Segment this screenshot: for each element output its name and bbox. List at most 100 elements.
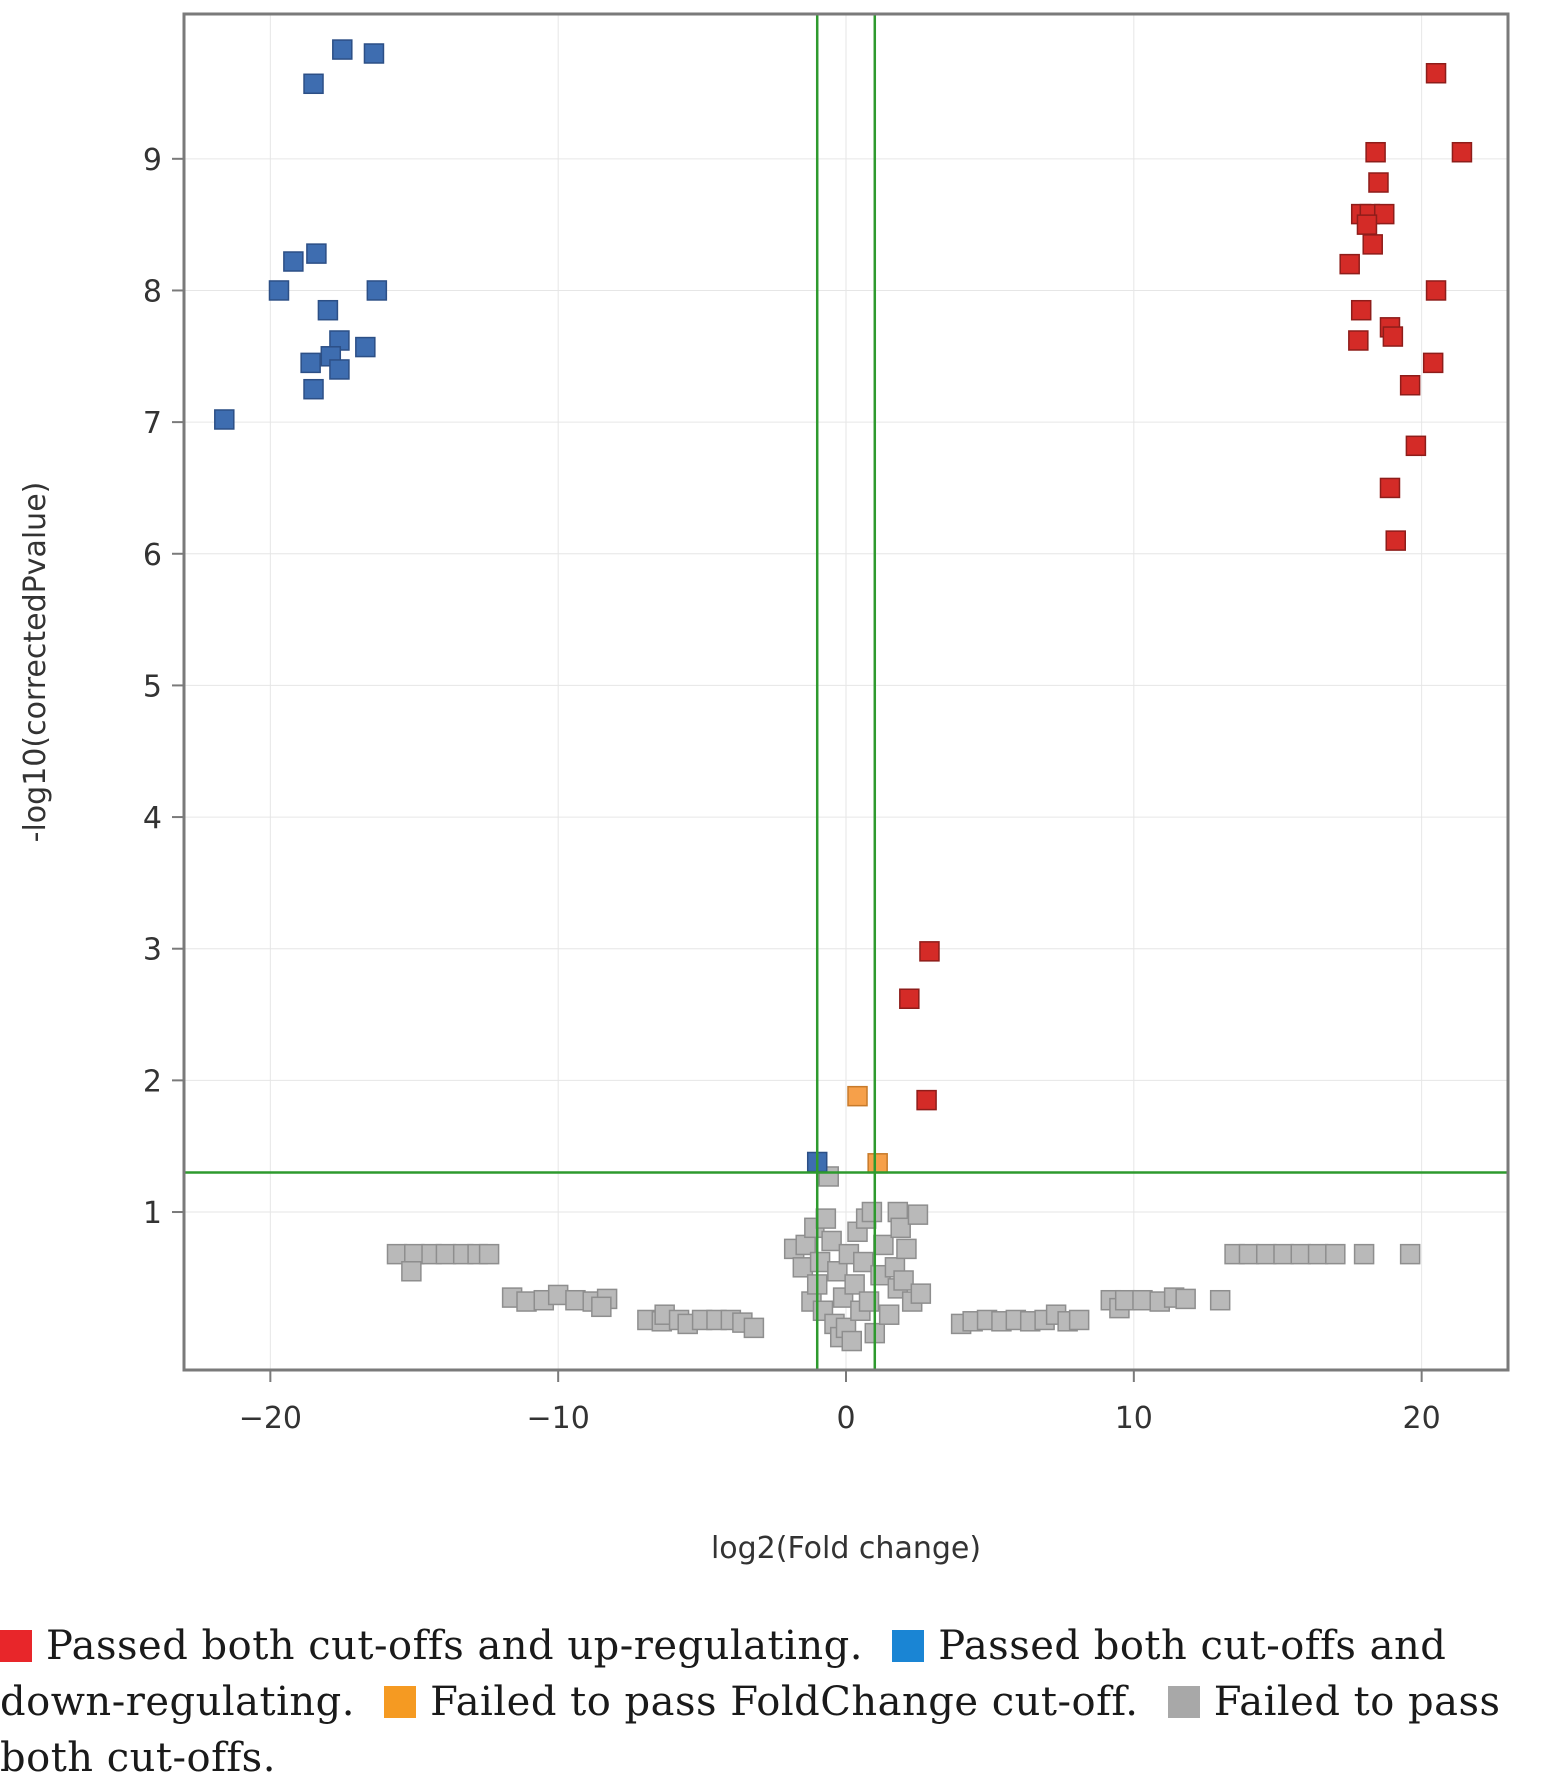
legend-label-up: Passed both cut-offs and up-regulating. [46,1623,863,1669]
point-both-fail [565,1289,586,1311]
data-points [214,39,1473,1352]
point-up [1385,530,1406,551]
x-axis-ticks: −20 −10 0 10 20 [239,1370,1441,1436]
point-up [1405,435,1427,457]
point-both-fail [890,1217,911,1239]
point-both-fail [743,1317,765,1339]
point-foldchange-fail [847,1085,868,1107]
legend-item-foldchange-fail: Failed to pass FoldChange cut-off. [384,1679,1154,1725]
y-axis-ticks: 1 2 3 4 5 6 7 8 9 [143,143,184,1231]
y-tick-label: 4 [143,801,162,836]
point-down [355,336,376,358]
point-up [1356,214,1378,235]
point-both-fail [591,1296,612,1318]
point-down [329,359,350,380]
point-both-fail [907,1204,929,1225]
point-down [268,280,290,301]
point-both-fail [821,1230,842,1252]
gray-square-icon [1167,1686,1200,1718]
x-tick-label: −10 [527,1401,590,1436]
point-both-fail [1175,1288,1196,1310]
point-both-fail [404,1243,425,1265]
y-tick-label: 9 [143,143,162,178]
point-down [363,43,385,64]
point-down [303,73,324,95]
point-up [1399,375,1421,396]
point-both-fail [853,1251,874,1273]
point-up [919,941,940,962]
point-both-fail [386,1243,408,1265]
plot-frame [182,12,1510,1372]
point-both-fail [827,1261,848,1282]
point-both-fail [1399,1243,1421,1265]
point-both-fail [861,1201,883,1223]
point-up [1425,62,1447,84]
point-both-fail [910,1283,932,1304]
point-both-fail [1307,1243,1329,1265]
legend-item-down: Passed both cut-offs and down-regulating… [0,1623,1446,1725]
point-both-fail [815,1208,837,1229]
point-down [317,299,339,321]
y-tick-label: 5 [143,669,162,704]
point-both-fail [478,1243,500,1265]
point-both-fail [1325,1243,1346,1265]
point-both-fail [435,1243,457,1265]
blue-square-icon [892,1630,925,1662]
y-tick-label: 7 [143,406,162,441]
point-up [1422,352,1444,374]
point-up [1362,234,1383,255]
point-both-fail [844,1274,865,1295]
point-down [306,243,327,264]
point-down [214,409,235,430]
point-up [1379,477,1401,499]
point-both-fail [878,1304,900,1325]
y-tick-label: 2 [143,1064,162,1099]
figure-legend: Passed both cut-offs and up-regulating. … [0,1618,1550,1786]
point-up [1451,141,1473,163]
point-both-fail [896,1238,917,1260]
point-both-fail [893,1270,914,1291]
point-up [1373,203,1395,225]
red-square-icon [0,1630,32,1662]
point-up [916,1089,937,1111]
point-both-fail [795,1234,816,1256]
point-up [1348,330,1369,351]
point-down [332,39,353,60]
y-tick-label: 1 [143,1196,162,1231]
point-both-fail [809,1251,831,1273]
x-axis-title: log2(Fold change) [711,1531,981,1566]
legend-item-up: Passed both cut-offs and up-regulating. [0,1623,879,1669]
point-down [283,251,304,272]
point-up [1339,253,1360,275]
point-both-fail [401,1261,422,1282]
point-up [1365,141,1386,163]
cutoff-lines [184,14,1508,1370]
x-tick-label: 20 [1403,1401,1441,1436]
point-both-fail [1132,1289,1153,1311]
point-both-fail [873,1234,894,1256]
y-tick-label: 6 [143,538,162,573]
point-both-fail [792,1257,814,1278]
point-down [303,378,324,400]
point-down [366,280,388,301]
grid-lines [184,14,1508,1370]
point-foldchange-fail [867,1153,888,1174]
point-both-fail [1068,1309,1090,1331]
point-up [1382,326,1404,347]
point-both-fail [1209,1289,1231,1311]
point-both-fail [1255,1243,1277,1265]
point-both-fail [1353,1243,1375,1265]
y-tick-label: 8 [143,274,162,309]
point-both-fail [516,1291,537,1312]
x-tick-label: −20 [239,1401,302,1436]
point-down [300,352,321,374]
point-up [1368,172,1389,193]
y-tick-label: 3 [143,933,162,968]
point-both-fail [1238,1243,1260,1265]
x-tick-label: 0 [836,1401,855,1436]
legend-label-foldchange-fail: Failed to pass FoldChange cut-off. [430,1679,1139,1725]
point-both-fail [1114,1289,1136,1311]
point-both-fail [841,1330,863,1352]
legend-label-down: Passed both cut-offs and down-regulating… [0,1623,1447,1725]
